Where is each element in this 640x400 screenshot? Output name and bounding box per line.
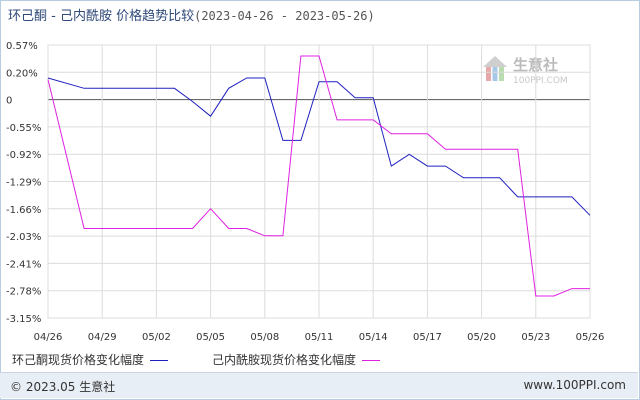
x-tick-label: 05/17	[413, 332, 442, 343]
x-tick-label: 04/26	[34, 332, 63, 343]
title-main: 环己酮 - 己内酰胺 价格趋势比较	[8, 9, 195, 24]
y-tick-label: -0.92%	[6, 150, 41, 161]
x-tick-label: 05/08	[250, 332, 279, 343]
y-tick-label: -2.41%	[6, 259, 41, 270]
y-tick-label: -2.78%	[6, 287, 41, 298]
footer-copyright: © 2023.05 生意社	[10, 380, 116, 394]
y-axis-labels: 0.57% 0.20% 0 -0.55% -0.92% -1.29% -1.66% -2.03…	[6, 41, 41, 325]
y-tick-label: -1.66%	[6, 205, 41, 216]
y-tick-label: 0.20%	[6, 68, 38, 79]
series-line-2	[47, 55, 590, 297]
x-tick-label: 05/05	[196, 332, 225, 343]
watermark-site: 100PPI.COM	[513, 76, 568, 86]
chart-title: 环己酮 - 己内酰胺 价格趋势比较(2023-04-26 - 2023-05-2…	[8, 5, 375, 24]
y-tick-label: -1.29%	[6, 178, 41, 189]
x-tick-label: 05/20	[467, 332, 496, 343]
x-tick-label: 04/29	[88, 332, 117, 343]
x-tick-label: 05/26	[576, 332, 605, 343]
y-tick-label: 0	[6, 96, 12, 107]
x-axis-labels: 04/26 04/29 05/02 05/05 05/08 05/11 05/14 05/17…	[34, 332, 605, 343]
x-tick-label: 05/11	[305, 332, 334, 343]
legend-label-series2: 己内酰胺现货价格变化幅度	[212, 353, 357, 367]
footer-url-link[interactable]: www.100PPI.com	[523, 378, 626, 392]
y-tick-label: -0.55%	[6, 123, 41, 134]
x-tick-label: 05/02	[142, 332, 171, 343]
title-date-range: (2023-04-26 - 2023-05-26)	[194, 9, 375, 23]
line-chart: 0.57% 0.20% 0 -0.55% -0.92% -1.29% -1.66% -2.03…	[6, 41, 605, 343]
legend-item-series1: 环己酮现货价格变化幅度	[12, 351, 169, 368]
series-line-1	[47, 77, 591, 216]
y-tick-label: 0.57%	[6, 41, 38, 52]
legend-label-series1: 环己酮现货价格变化幅度	[12, 353, 145, 367]
legend-swatch-series1	[150, 360, 169, 361]
series-lines	[47, 55, 591, 297]
y-tick-label: -2.03%	[6, 232, 41, 243]
x-tick-label: 05/14	[359, 332, 388, 343]
footer: © 2023.05 生意社 www.100PPI.com	[0, 372, 638, 398]
y-tick-label: -3.15%	[6, 314, 41, 325]
legend-swatch-series2	[362, 360, 381, 361]
x-tick-label: 05/23	[521, 332, 550, 343]
grid-lines	[47, 44, 591, 319]
legend-item-series2: 己内酰胺现货价格变化幅度	[212, 351, 381, 368]
